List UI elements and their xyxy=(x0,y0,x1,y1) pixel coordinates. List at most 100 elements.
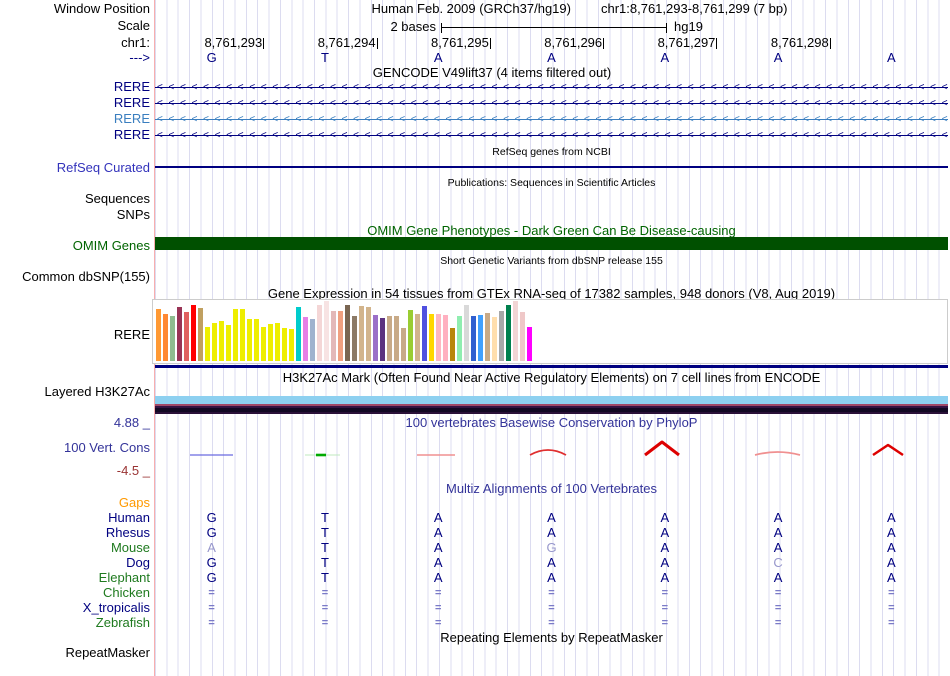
gtex-tissue-bar[interactable] xyxy=(387,316,392,361)
omim-gene-bar[interactable] xyxy=(155,237,948,250)
gtex-tissue-bar[interactable] xyxy=(394,316,399,361)
gtex-tissue-bar[interactable] xyxy=(331,311,336,361)
alignment-base[interactable]: A xyxy=(660,540,670,555)
gtex-tissue-bar[interactable] xyxy=(450,328,455,361)
alignment-base[interactable]: = xyxy=(208,602,215,614)
alignment-base[interactable]: G xyxy=(206,570,217,585)
h3k27ac-signal-band-blue[interactable] xyxy=(155,396,948,404)
gtex-tissue-bar[interactable] xyxy=(366,307,371,361)
gtex-tissue-bar[interactable] xyxy=(471,316,476,361)
gencode-gene-label[interactable]: RERE xyxy=(113,127,150,142)
gtex-tissue-bar[interactable] xyxy=(177,307,182,361)
alignment-base[interactable]: T xyxy=(320,510,329,525)
gtex-tissue-bar[interactable] xyxy=(317,305,322,361)
h3k27ac-signal-band-dark[interactable] xyxy=(155,404,948,414)
alignment-base[interactable]: A xyxy=(773,525,783,540)
species-label[interactable]: Zebrafish xyxy=(95,615,150,630)
gencode-gene-label[interactable]: RERE xyxy=(113,79,150,94)
sequences-label[interactable]: Sequences xyxy=(84,191,150,206)
alignment-base[interactable]: A xyxy=(547,510,556,525)
gtex-tissue-bar[interactable] xyxy=(429,314,434,361)
gtex-tissue-bar[interactable] xyxy=(485,313,490,361)
alignment-base[interactable]: A xyxy=(887,555,896,570)
alignment-base[interactable]: = xyxy=(888,602,895,614)
alignment-base[interactable]: A xyxy=(660,555,670,570)
alignment-base[interactable]: = xyxy=(321,617,329,629)
alignment-base[interactable]: = xyxy=(774,587,782,599)
gtex-tissue-bar[interactable] xyxy=(352,316,357,361)
gtex-tissue-bar[interactable] xyxy=(289,329,294,361)
alignment-base[interactable]: A xyxy=(433,525,443,540)
gtex-tissue-bar[interactable] xyxy=(380,318,385,361)
gtex-tissue-bar[interactable] xyxy=(436,314,441,361)
alignment-base[interactable]: A xyxy=(547,570,556,585)
gtex-tissue-bar[interactable] xyxy=(198,308,203,361)
gtex-tissue-bar[interactable] xyxy=(506,305,511,361)
alignment-base[interactable]: = xyxy=(661,617,668,629)
alignment-base[interactable]: A xyxy=(887,525,896,540)
omim-genes-label[interactable]: OMIM Genes xyxy=(72,238,150,253)
gtex-gene-label[interactable]: RERE xyxy=(113,327,150,342)
gtex-tissue-bar[interactable] xyxy=(205,327,210,361)
alignment-base[interactable]: = xyxy=(208,617,215,629)
alignment-base[interactable]: = xyxy=(774,617,782,629)
alignment-base[interactable]: = xyxy=(774,602,782,614)
gtex-tissue-bar[interactable] xyxy=(156,309,161,361)
repeatmasker-label[interactable]: RepeatMasker xyxy=(65,645,150,660)
h3k27ac-label[interactable]: Layered H3K27Ac xyxy=(44,384,150,399)
alignment-base[interactable]: = xyxy=(434,617,442,629)
gtex-tissue-bar[interactable] xyxy=(527,327,532,361)
gtex-tissue-bar[interactable] xyxy=(457,316,462,361)
gtex-tissue-bar[interactable] xyxy=(296,307,301,361)
alignment-base[interactable]: A xyxy=(433,570,443,585)
species-label[interactable]: Human xyxy=(108,510,150,525)
species-label[interactable]: Chicken xyxy=(103,585,150,600)
gencode-gene-label[interactable]: RERE xyxy=(113,95,150,110)
gtex-tissue-bar[interactable] xyxy=(401,328,406,361)
alignment-base[interactable]: C xyxy=(773,555,783,570)
gtex-tissue-bar[interactable] xyxy=(163,314,168,361)
gtex-tissue-bar[interactable] xyxy=(303,317,308,361)
alignment-base[interactable]: A xyxy=(660,525,670,540)
gtex-tissue-bar[interactable] xyxy=(268,324,273,361)
gtex-tissue-bar[interactable] xyxy=(247,319,252,361)
alignment-base[interactable]: G xyxy=(206,510,217,525)
alignment-base[interactable]: = xyxy=(888,587,895,599)
alignment-base[interactable]: = xyxy=(321,602,329,614)
gtex-tissue-bar[interactable] xyxy=(275,323,280,361)
gtex-tissue-bar[interactable] xyxy=(191,305,196,361)
gencode-gene-line[interactable]: <<<<<<<<<<<<<<<<<<<<<<<<<<<<<<<<<<<<<<<<… xyxy=(155,80,948,95)
gtex-expression-chart[interactable] xyxy=(152,299,948,364)
gtex-tissue-bar[interactable] xyxy=(478,315,483,361)
alignment-base[interactable]: = xyxy=(548,617,555,629)
gencode-gene-line[interactable]: <<<<<<<<<<<<<<<<<<<<<<<<<<<<<<<<<<<<<<<<… xyxy=(155,96,948,111)
refseq-gene-line[interactable] xyxy=(155,166,948,168)
species-label[interactable]: Gaps xyxy=(118,495,150,510)
alignment-base[interactable]: A xyxy=(773,510,783,525)
alignment-base[interactable]: = xyxy=(434,587,442,599)
gtex-tissue-bar[interactable] xyxy=(324,301,329,361)
alignment-base[interactable]: = xyxy=(661,602,668,614)
gencode-gene-line[interactable]: <<<<<<<<<<<<<<<<<<<<<<<<<<<<<<<<<<<<<<<<… xyxy=(155,112,948,127)
species-label[interactable]: X_tropicalis xyxy=(82,600,150,615)
alignment-base[interactable]: T xyxy=(320,540,329,555)
alignment-base[interactable]: A xyxy=(547,555,556,570)
alignment-base[interactable]: = xyxy=(208,587,215,599)
gtex-tissue-bar[interactable] xyxy=(408,310,413,361)
gtex-tissue-bar[interactable] xyxy=(520,312,525,361)
phylop-signal[interactable] xyxy=(155,440,948,462)
alignment-base[interactable]: = xyxy=(888,617,895,629)
gtex-tissue-bar[interactable] xyxy=(422,306,427,361)
gtex-tissue-bar[interactable] xyxy=(184,312,189,361)
alignment-base[interactable]: G xyxy=(206,525,217,540)
gtex-tissue-bar[interactable] xyxy=(373,315,378,361)
alignment-base[interactable]: A xyxy=(887,510,896,525)
alignment-base[interactable]: A xyxy=(660,570,670,585)
alignment-base[interactable]: = xyxy=(548,587,555,599)
gtex-tissue-bar[interactable] xyxy=(261,327,266,361)
refseq-curated-label[interactable]: RefSeq Curated xyxy=(56,160,150,175)
alignment-base[interactable]: = xyxy=(548,602,555,614)
gtex-tissue-bar[interactable] xyxy=(499,311,504,361)
alignment-base[interactable]: A xyxy=(773,540,783,555)
alignment-base[interactable]: A xyxy=(433,510,443,525)
